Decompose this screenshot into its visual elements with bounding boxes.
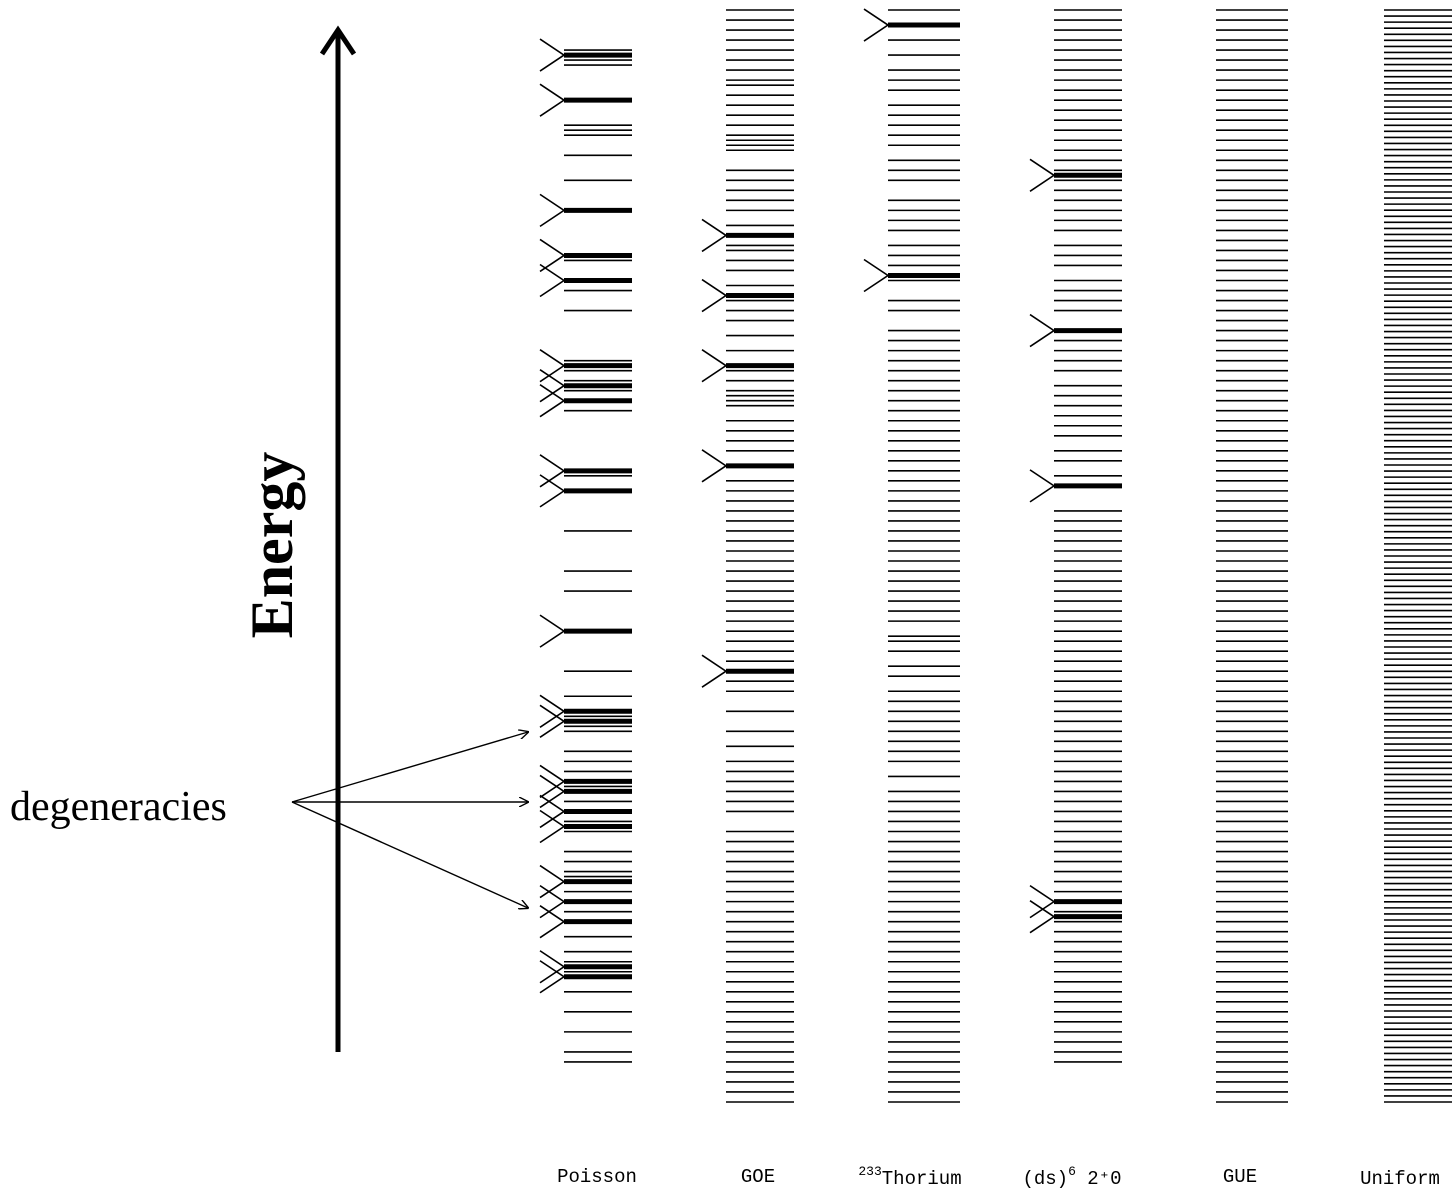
degeneracy-marker: [539, 614, 566, 648]
column-label-gue: GUE: [1223, 1166, 1257, 1188]
degeneracy-marker: [539, 704, 566, 738]
degeneracy-marker: [539, 83, 566, 117]
column-label-ds6: (ds)6 2⁺0: [1022, 1164, 1121, 1190]
degeneracy-marker: [701, 449, 728, 483]
degeneracy-marker: [701, 654, 728, 688]
degeneracy-marker: [1029, 469, 1056, 503]
column-label-poisson: Poisson: [557, 1166, 637, 1188]
column-label-uniform: Uniform: [1360, 1168, 1440, 1190]
spectrum-column-gue: [1216, 9, 1288, 1103]
degeneracy-marker: [539, 384, 566, 418]
degeneracy-marker: [701, 278, 728, 313]
column-label-ds6-sup: 6: [1068, 1164, 1076, 1179]
degeneracy-marker: [863, 8, 890, 42]
column-label-gue-text: GUE: [1223, 1166, 1257, 1188]
degeneracy-marker: [701, 348, 728, 383]
degeneracy-marker: [539, 193, 566, 228]
column-label-thorium-text: Thorium: [882, 1168, 962, 1190]
degeneracies-label: degeneracies: [10, 784, 227, 830]
column-label-thorium: 233Thorium: [858, 1164, 961, 1190]
degeneracy-marker: [1029, 158, 1056, 192]
degeneracy-marker: [539, 950, 566, 984]
degeneracy-marker: [539, 694, 566, 728]
spectrum-column-uniform: [1384, 9, 1452, 1103]
column-label-ds6-rest: 2⁺0: [1076, 1168, 1122, 1190]
degeneracy-marker: [863, 258, 890, 293]
degeneracy-pointers: [291, 732, 528, 908]
column-label-poisson-text: Poisson: [557, 1166, 637, 1188]
degeneracy-marker: [701, 218, 728, 253]
column-label-goe-text: GOE: [741, 1166, 775, 1188]
spectrum-column-poisson: [539, 38, 632, 1063]
degeneracy-marker: [1029, 899, 1056, 934]
degeneracy-marker: [1029, 884, 1056, 919]
energy-axis: [319, 25, 357, 1052]
spectrum-column-thorium: [863, 8, 960, 1103]
spectrum-column-goe: [701, 9, 794, 1103]
degeneracy-pointer: [291, 732, 528, 803]
degeneracy-marker: [539, 960, 566, 994]
degeneracy-marker: [539, 809, 566, 844]
degeneracy-marker: [539, 38, 566, 72]
column-label-thorium-sup: 233: [858, 1164, 881, 1179]
column-label-ds6-text: (ds): [1022, 1168, 1068, 1190]
spectra-columns: [539, 8, 1452, 1103]
column-label-goe: GOE: [741, 1166, 775, 1188]
energy-axis-label: Energy: [239, 452, 305, 639]
degeneracy-marker: [539, 764, 566, 799]
spectrum-column-ds6: [1029, 9, 1122, 1063]
column-labels: Poisson GOE 233Thorium (ds)6 2⁺0 GUE Uni…: [557, 1164, 1440, 1190]
degeneracy-pointer: [291, 801, 528, 908]
column-label-uniform-text: Uniform: [1360, 1168, 1440, 1190]
energy-axis-arrowhead: [319, 25, 357, 56]
degeneracy-marker: [1029, 313, 1056, 348]
